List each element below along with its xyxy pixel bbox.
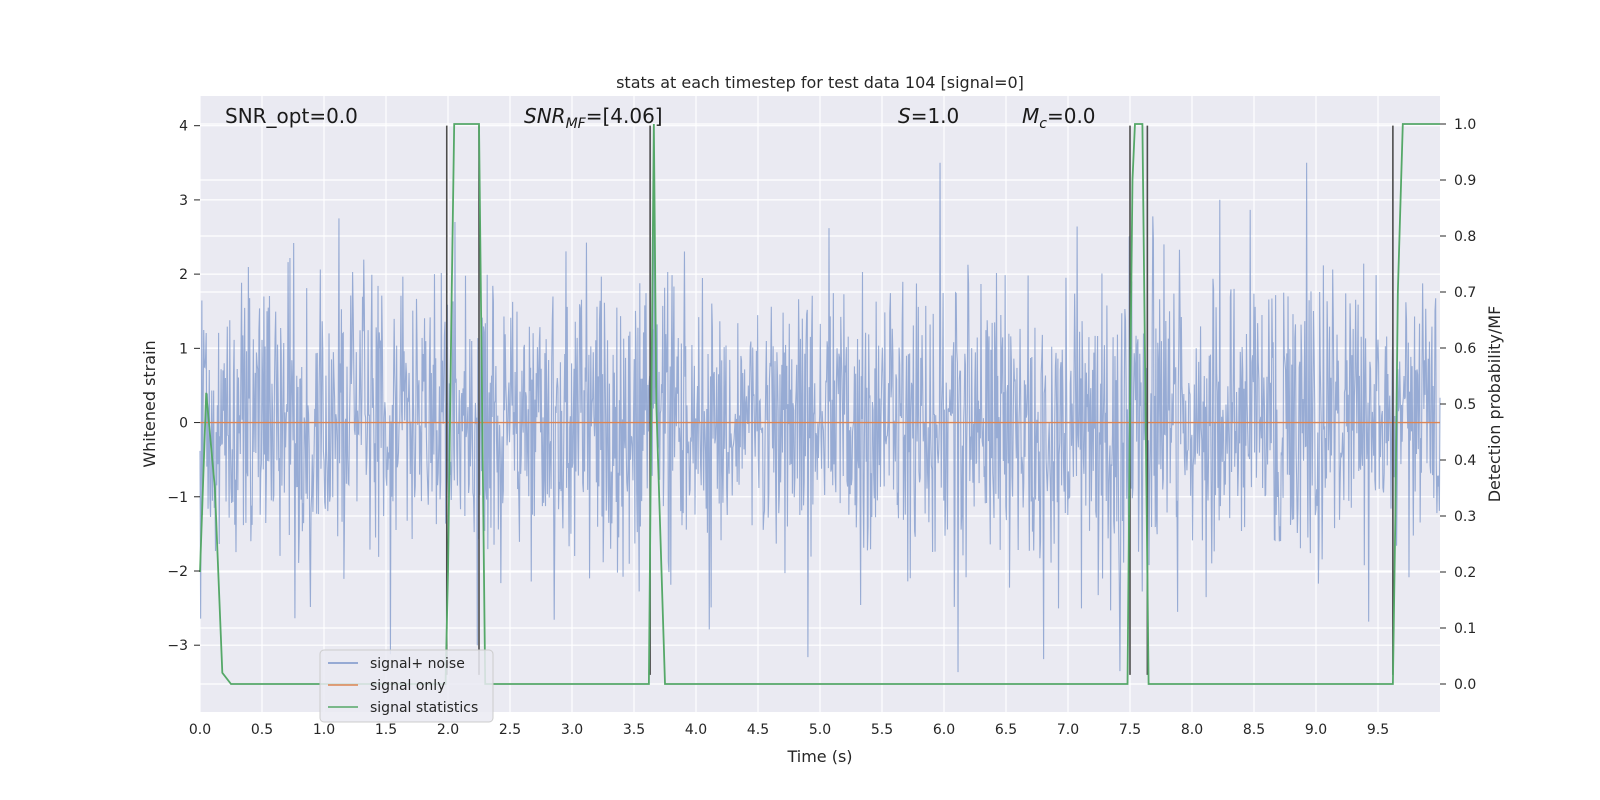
y-tick-label: 3 — [179, 193, 188, 209]
x-tick-label: 8.5 — [1243, 722, 1265, 738]
annotation-snr-mf-value: =[4.06] — [586, 104, 663, 128]
legend-label-signal-only: signal only — [370, 678, 445, 694]
x-tick-label: 5.5 — [871, 722, 893, 738]
series-signal-noise — [199, 162, 1441, 673]
x-tick-label: 9.5 — [1367, 722, 1389, 738]
y2-tick-label: 0.2 — [1454, 565, 1476, 581]
annotation-s-main: S — [898, 104, 911, 128]
y-axis-ticks: −3 −2 −1 0 1 2 3 4 — [167, 119, 200, 654]
y-tick-label: −3 — [167, 638, 188, 654]
x-tick-label: 1.0 — [313, 722, 335, 738]
annotation-mc-main: M — [1022, 104, 1039, 128]
y2-tick-label: 0.3 — [1454, 509, 1476, 525]
annotation-s: S=1.0 — [898, 104, 959, 128]
x-tick-label: 7.0 — [1057, 722, 1079, 738]
y2-tick-label: 1.0 — [1454, 117, 1476, 133]
y2-tick-label: 0.6 — [1454, 341, 1476, 357]
x-tick-label: 4.0 — [685, 722, 707, 738]
legend-label-signal-noise: signal+ noise — [370, 656, 465, 672]
x-axis-ticks: 0.0 0.5 1.0 1.5 2.0 2.5 3.0 3.5 4.0 4.5 5.0 5.5 6.0 6… — [189, 722, 1389, 738]
x-axis-label: Time (s) — [786, 747, 852, 766]
y-tick-label: −2 — [167, 564, 188, 580]
x-tick-label: 2.5 — [499, 722, 521, 738]
x-tick-label: 8.0 — [1181, 722, 1203, 738]
y-tick-label: 1 — [179, 341, 188, 357]
x-tick-label: 4.5 — [747, 722, 769, 738]
chart-title: stats at each timestep for test data 104… — [616, 73, 1024, 92]
x-tick-label: 7.5 — [1119, 722, 1141, 738]
y-axis-label: Whitened strain — [140, 340, 159, 467]
signal-noise-line — [199, 162, 1441, 673]
x-tick-label: 5.0 — [809, 722, 831, 738]
y2-axis-ticks: 0.0 0.1 0.2 0.3 0.4 0.5 0.6 0.7 0.8 0.9 1.0 — [1440, 117, 1476, 693]
y2-axis-label: Detection probability/MF — [1485, 306, 1504, 503]
x-tick-label: 6.0 — [933, 722, 955, 738]
x-tick-label: 9.0 — [1305, 722, 1327, 738]
y2-tick-label: 0.7 — [1454, 285, 1476, 301]
y-tick-label: 2 — [179, 267, 188, 283]
annotation-snr-mf: SNRMF=[4.06] — [524, 104, 663, 132]
x-tick-label: 3.0 — [561, 722, 583, 738]
y2-tick-label: 0.0 — [1454, 677, 1476, 693]
y2-tick-label: 0.4 — [1454, 453, 1476, 469]
annotation-mc: Mc=0.0 — [1022, 104, 1096, 132]
x-tick-label: 0.0 — [189, 722, 211, 738]
y2-tick-label: 0.9 — [1454, 173, 1476, 189]
y2-tick-label: 0.8 — [1454, 229, 1476, 245]
y-tick-label: 4 — [179, 119, 188, 135]
legend: signal+ noise signal only signal statist… — [319, 649, 494, 723]
annotation-snr-mf-sub: MF — [566, 116, 587, 132]
x-tick-label: 0.5 — [251, 722, 273, 738]
annotation-s-value: =1.0 — [911, 104, 960, 128]
y2-tick-label: 0.5 — [1454, 397, 1476, 413]
y-tick-label: −1 — [167, 490, 188, 506]
legend-label-signal-statistics: signal statistics — [370, 700, 478, 716]
legend-box — [319, 649, 494, 723]
annotation-mc-sub: c — [1039, 116, 1047, 132]
x-tick-label: 6.5 — [995, 722, 1017, 738]
y2-tick-label: 0.1 — [1454, 621, 1476, 637]
annotation-snr-mf-main: SNR — [524, 104, 566, 128]
y-tick-label: 0 — [179, 416, 188, 432]
x-tick-label: 2.0 — [437, 722, 459, 738]
annotation-snr-opt: SNR_opt=0.0 — [225, 104, 358, 128]
x-tick-label: 1.5 — [375, 722, 397, 738]
x-tick-label: 3.5 — [623, 722, 645, 738]
annotation-mc-value: =0.0 — [1047, 104, 1096, 128]
